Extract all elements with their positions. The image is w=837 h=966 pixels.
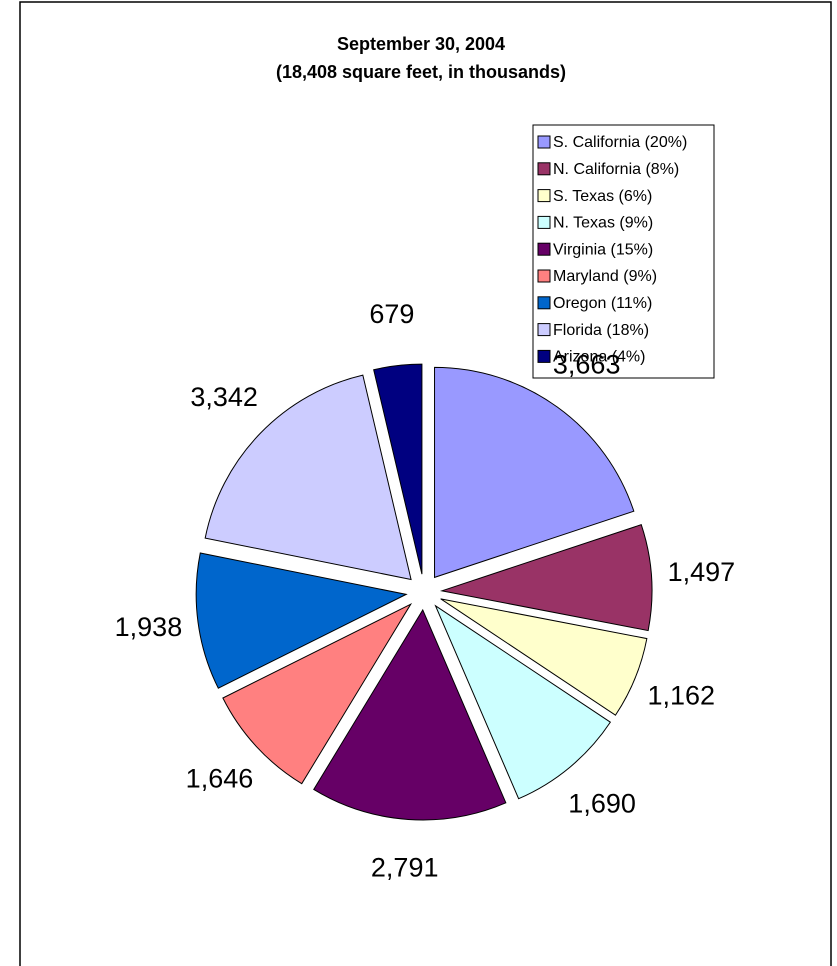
pie-slice — [440, 598, 648, 716]
legend-label: Virginia (15%) — [553, 241, 653, 258]
legend-label: Arizona (4%) — [553, 349, 645, 366]
chart-subtitle: (18,408 square feet, in thousands) — [276, 62, 566, 82]
legend-swatch — [537, 242, 551, 256]
legend-label: N. California (8%) — [553, 161, 679, 178]
legend-label: N. Texas (9%) — [553, 215, 653, 232]
value-label: 3,663 — [553, 350, 621, 380]
legend-label: Oregon (11%) — [553, 295, 652, 312]
legend-swatch — [537, 162, 551, 176]
legend-swatch — [537, 135, 551, 149]
pie-slice — [434, 604, 612, 800]
pie-slice — [373, 363, 423, 575]
chart-border — [19, 1, 832, 966]
pie-slice — [204, 374, 412, 581]
value-label: 1,497 — [668, 557, 736, 587]
value-label: 1,646 — [186, 763, 254, 793]
legend-swatch — [537, 189, 551, 203]
value-label: 2,791 — [371, 852, 439, 882]
legend-label: S. California (20%) — [553, 134, 687, 151]
chart-title: September 30, 2004 — [337, 34, 505, 54]
legend-label: S. Texas (6%) — [553, 188, 652, 205]
value-label: 1,938 — [115, 612, 183, 642]
legend-swatch — [537, 215, 551, 229]
legend-swatch — [537, 349, 551, 363]
legend-swatch — [537, 269, 551, 283]
value-label: 3,342 — [190, 382, 258, 412]
legend-label: Florida (18%) — [553, 322, 649, 339]
legend-swatch — [537, 296, 551, 310]
pie-slice — [313, 608, 507, 821]
value-label: 1,162 — [647, 681, 715, 711]
legend-label: Maryland (9%) — [553, 268, 657, 285]
pie-slice — [434, 366, 635, 579]
pie-slice — [195, 552, 408, 689]
legend-swatch — [537, 323, 551, 337]
pie-slice — [222, 602, 413, 785]
value-label: 1,690 — [568, 789, 636, 819]
value-label: 679 — [369, 299, 414, 329]
legend-box — [532, 124, 715, 379]
pie-slice — [439, 524, 653, 632]
